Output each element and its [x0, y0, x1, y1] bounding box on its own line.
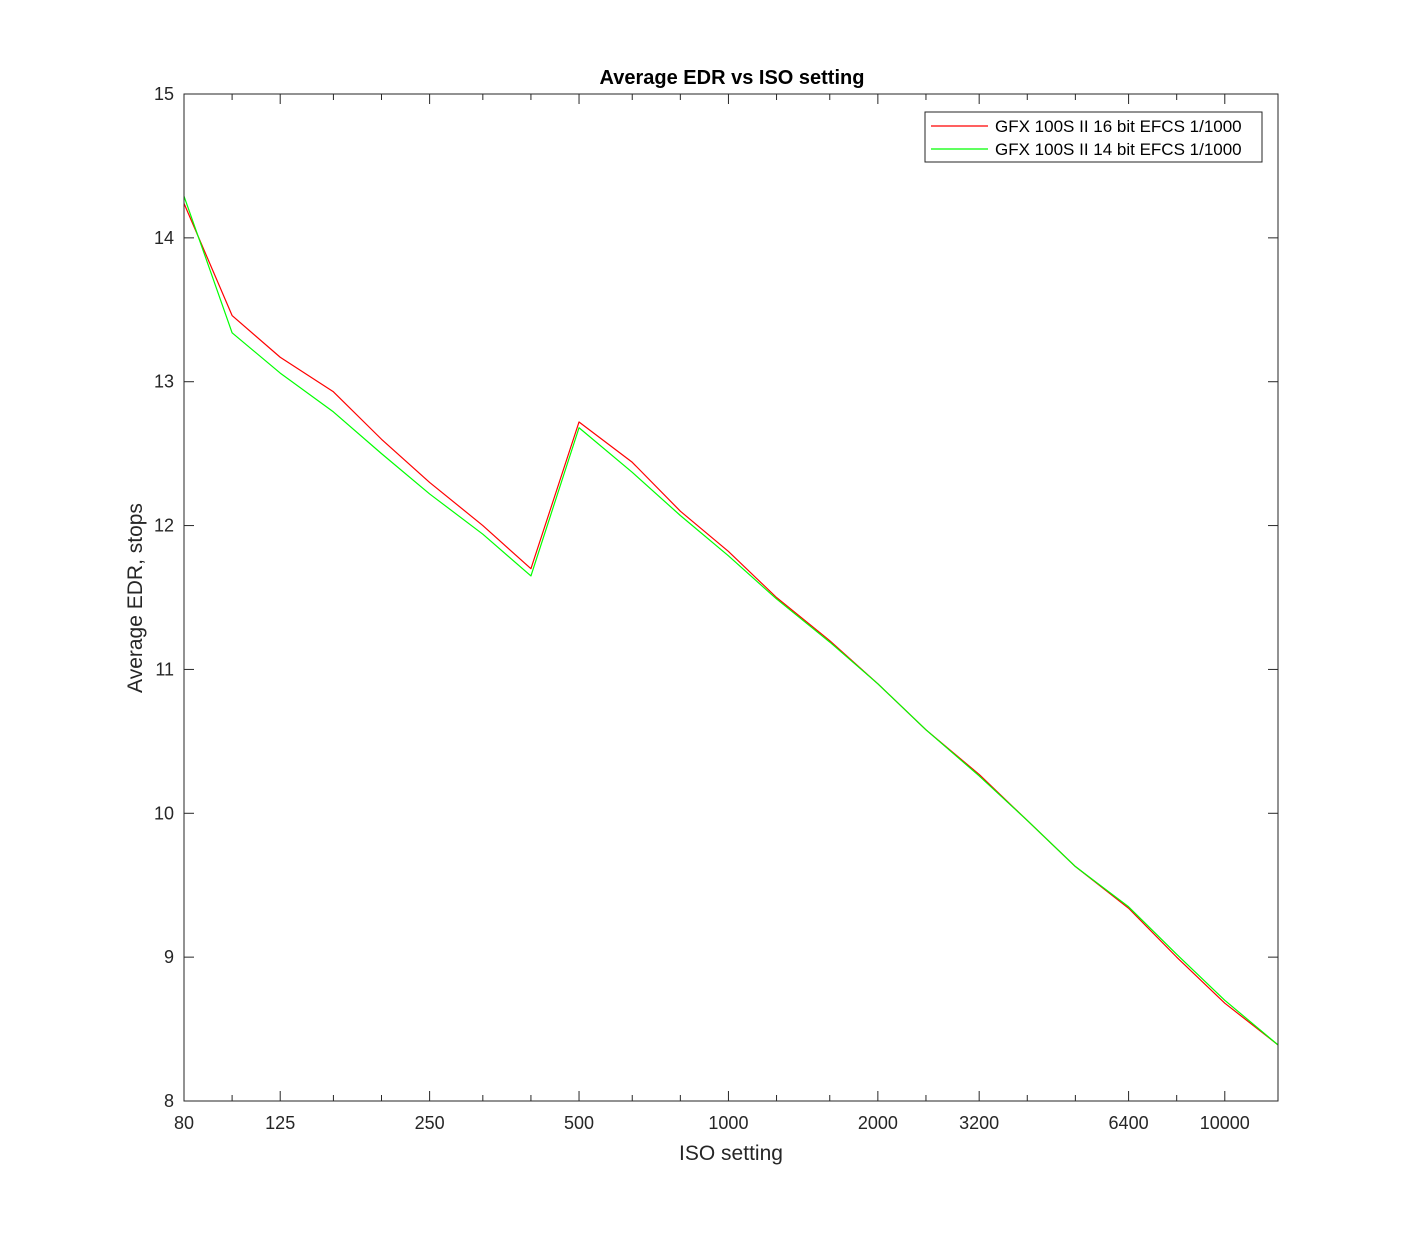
plot-frame — [183, 93, 1279, 1102]
x-tick-label: 80 — [174, 1113, 194, 1133]
x-tick-label: 6400 — [1109, 1113, 1149, 1133]
y-tick-label: 11 — [155, 659, 174, 679]
legend-label-0: GFX 100S II 16 bit EFCS 1/1000 — [995, 117, 1242, 136]
x-tick-label: 1000 — [708, 1113, 748, 1133]
y-tick-label: 8 — [164, 1091, 174, 1111]
x-tick-label: 125 — [265, 1113, 295, 1133]
y-axis-label: Average EDR, stops — [124, 503, 147, 693]
x-tick-label: 500 — [564, 1113, 594, 1133]
legend-box — [924, 111, 1263, 163]
y-tick-label: 10 — [154, 803, 174, 823]
legend: GFX 100S II 16 bit EFCS 1/1000 GFX 100S I… — [924, 111, 1263, 163]
plot-area — [184, 94, 1278, 1101]
chart-title: Average EDR vs ISO setting — [600, 67, 865, 89]
series-lines — [183, 195, 1279, 1046]
x-tick-label: 250 — [415, 1113, 445, 1133]
x-axis-label: ISO setting — [679, 1142, 783, 1165]
legend-label-1: GFX 100S II 14 bit EFCS 1/1000 — [995, 140, 1242, 159]
series-line-1 — [183, 195, 1279, 1046]
y-tick-label: 14 — [154, 228, 174, 248]
y-tick-label: 13 — [154, 372, 174, 392]
x-tick-label: 2000 — [858, 1113, 898, 1133]
y-tick-label: 9 — [164, 947, 174, 967]
x-tick-label: 3200 — [959, 1113, 999, 1133]
y-tick-label: 15 — [154, 84, 174, 104]
x-tick-label: 10000 — [1200, 1113, 1250, 1133]
y-tick-label: 12 — [154, 516, 174, 536]
axis-ticks: 80 125 250 500 1000 2000 3200 6400 10000 8 9 10 11 12… — [154, 84, 1279, 1133]
